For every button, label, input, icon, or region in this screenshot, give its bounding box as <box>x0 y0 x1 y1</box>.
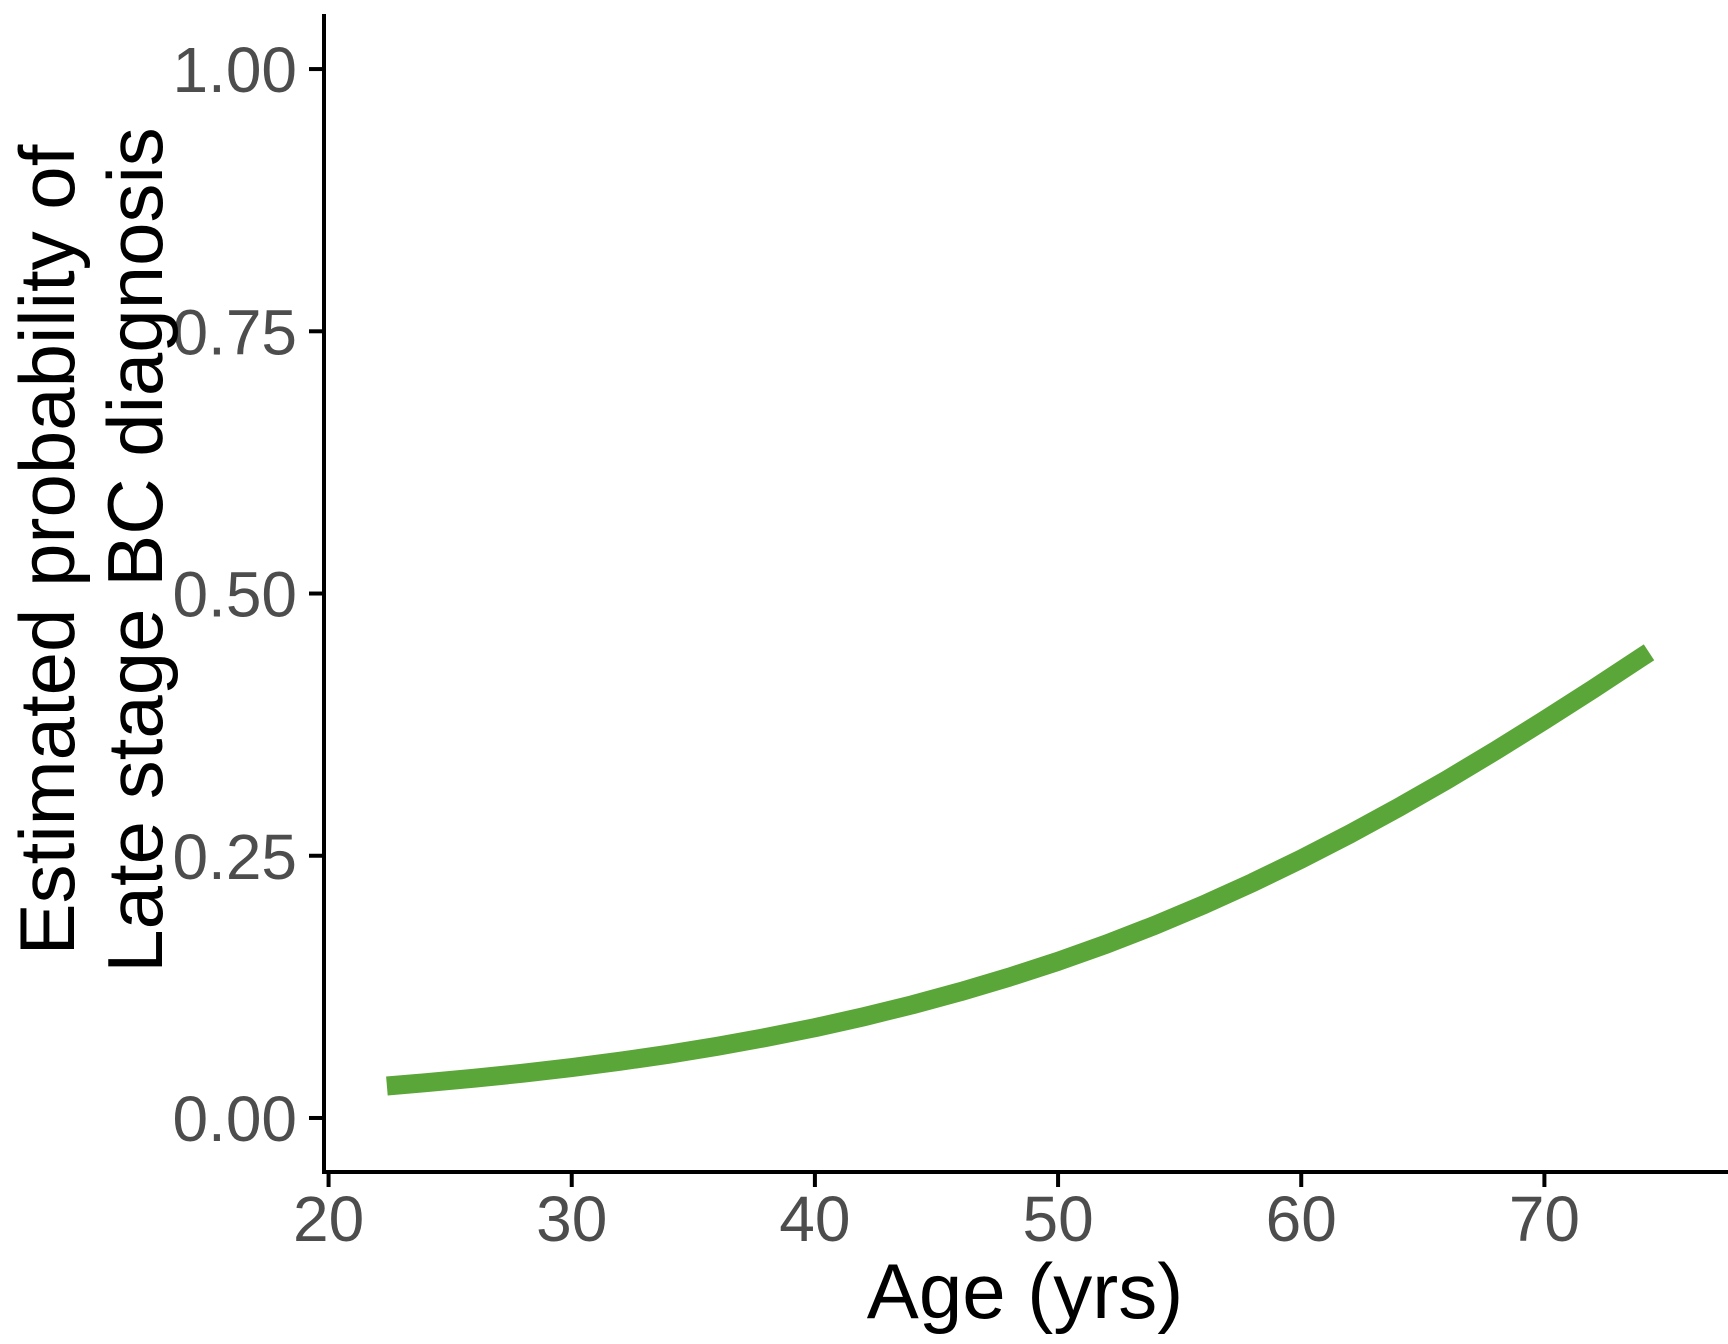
x-tick-label: 50 <box>1022 1183 1093 1255</box>
y-tick-label: 0.75 <box>172 296 297 368</box>
y-tick-label: 0.00 <box>172 1083 297 1155</box>
y-axis-title-line2: Late stage BC diagnosis <box>91 127 179 973</box>
x-axis-title: Age (yrs) <box>867 1247 1183 1335</box>
x-tick-label: 60 <box>1266 1183 1337 1255</box>
series-layer <box>386 644 1655 1096</box>
y-tick-label: 1.00 <box>172 34 297 106</box>
x-tick-label: 40 <box>779 1183 850 1255</box>
axes-layer: 20 30 40 50 60 70 0.00 0.25 0.50 0.75 1.00 <box>172 14 1728 1255</box>
y-tick-label: 0.25 <box>172 821 297 893</box>
y-tick-label: 0.50 <box>172 559 297 631</box>
x-tick-label: 70 <box>1509 1183 1580 1255</box>
probability-curve <box>386 644 1655 1096</box>
x-tick-label: 30 <box>536 1183 607 1255</box>
y-axis-title-line1: Estimated probability of <box>3 144 91 955</box>
x-tick-label: 20 <box>293 1183 364 1255</box>
